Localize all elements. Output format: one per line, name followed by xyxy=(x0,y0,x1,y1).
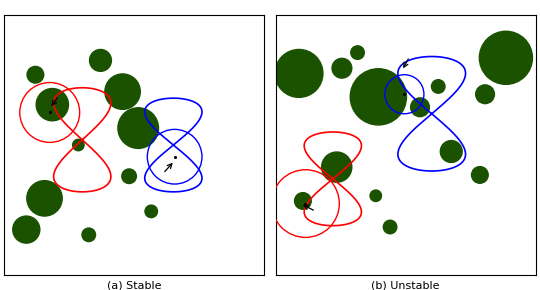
Circle shape xyxy=(105,74,140,109)
Circle shape xyxy=(383,220,397,234)
Circle shape xyxy=(72,139,84,151)
Circle shape xyxy=(118,108,159,148)
Circle shape xyxy=(431,80,445,93)
Circle shape xyxy=(294,193,311,209)
Circle shape xyxy=(145,205,158,218)
Circle shape xyxy=(36,88,69,121)
Circle shape xyxy=(82,228,96,242)
Circle shape xyxy=(322,152,352,182)
Circle shape xyxy=(440,141,462,162)
X-axis label: (a) Stable: (a) Stable xyxy=(107,281,161,290)
X-axis label: (b) Unstable: (b) Unstable xyxy=(372,281,440,290)
Circle shape xyxy=(410,98,429,117)
Circle shape xyxy=(351,46,364,59)
Circle shape xyxy=(27,181,62,216)
Circle shape xyxy=(480,31,532,84)
Circle shape xyxy=(370,190,381,202)
Circle shape xyxy=(27,66,44,83)
Circle shape xyxy=(471,166,488,183)
Circle shape xyxy=(275,50,323,97)
Circle shape xyxy=(476,85,495,104)
Circle shape xyxy=(350,69,407,125)
Circle shape xyxy=(122,169,137,184)
Circle shape xyxy=(332,58,352,78)
Circle shape xyxy=(13,216,40,243)
Circle shape xyxy=(90,50,111,71)
